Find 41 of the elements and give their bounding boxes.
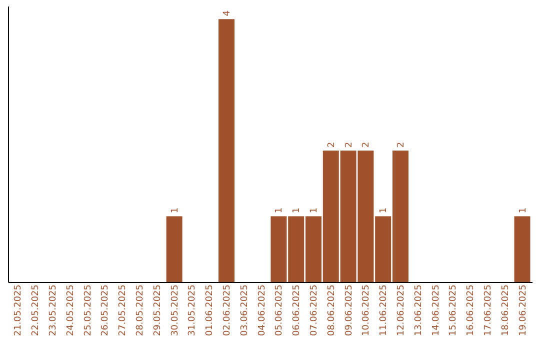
- data-label: 2: [396, 142, 406, 148]
- x-tick-label: 04.06.2025: [257, 284, 268, 336]
- x-tick-label: 22.05.2025: [31, 284, 42, 336]
- x-tick-label: 18.06.2025: [500, 284, 511, 336]
- x-tick-label: 30.05.2025: [170, 284, 180, 336]
- data-label: 1: [309, 208, 320, 214]
- x-tick-label: 27.05.2025: [118, 284, 128, 336]
- data-label: 1: [292, 208, 302, 214]
- data-label: 2: [344, 142, 354, 148]
- x-tick-label: 21.05.2025: [14, 284, 24, 336]
- x-tick-label: 08.06.2025: [326, 284, 337, 336]
- x-tick-label: 23.05.2025: [48, 284, 59, 336]
- data-label: 2: [326, 142, 337, 148]
- data-label: 1: [518, 208, 528, 214]
- x-tick-label: 11.06.2025: [379, 284, 390, 336]
- x-tick-label: 25.05.2025: [83, 284, 94, 336]
- x-tick-label: 12.06.2025: [396, 284, 406, 336]
- x-tick-label: 29.05.2025: [152, 284, 163, 336]
- data-label: 2: [362, 142, 372, 148]
- x-tick-label: 09.06.2025: [344, 284, 354, 336]
- x-tick-label: 15.06.2025: [448, 284, 459, 336]
- x-tick-label: 10.06.2025: [362, 284, 372, 336]
- x-tick-label: 14.06.2025: [431, 284, 442, 336]
- x-tick-label: 06.06.2025: [292, 284, 302, 336]
- x-tick-label: 07.06.2025: [309, 284, 320, 336]
- x-tick-label: 02.06.2025: [222, 284, 233, 336]
- x-tick-label: 28.05.2025: [136, 284, 146, 336]
- x-tick-label: 17.06.2025: [483, 284, 494, 336]
- x-tick-label: 31.05.2025: [188, 284, 198, 336]
- x-tick-label: 13.06.2025: [414, 284, 424, 336]
- data-label: 1: [170, 208, 180, 214]
- x-tick-label: 03.06.2025: [240, 284, 250, 336]
- x-tick-label: 19.06.2025: [518, 284, 528, 336]
- x-tick-label: 24.05.2025: [66, 284, 76, 336]
- x-tick-label: 05.06.2025: [274, 284, 285, 336]
- x-tick-label: 16.06.2025: [466, 284, 476, 336]
- x-tick-label: 01.06.2025: [205, 284, 216, 336]
- data-label: 1: [379, 208, 390, 214]
- x-tick-label: 26.05.2025: [100, 284, 111, 336]
- data-label: 1: [274, 208, 285, 214]
- data-label: 4: [222, 10, 233, 16]
